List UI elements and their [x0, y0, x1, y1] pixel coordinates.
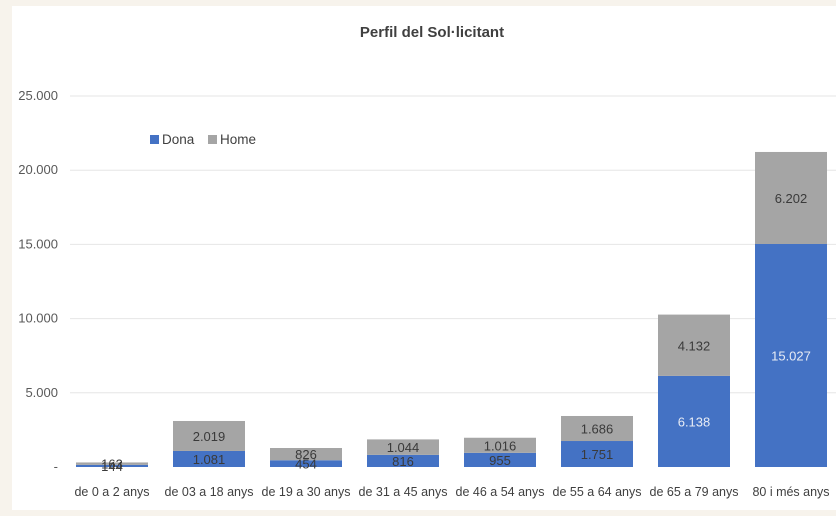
data-label: 6.202 — [775, 191, 808, 206]
y-tick-label: 5.000 — [25, 385, 58, 400]
legend-label: Home — [220, 132, 256, 147]
y-tick-label: 10.000 — [18, 311, 58, 326]
x-tick-label: de 46 a 54 anys — [456, 485, 545, 499]
bar-home — [755, 151, 827, 244]
chart-container: Perfil del Sol·licitant - 5.000 10.000 15.0… — [12, 6, 836, 510]
bar-dona — [367, 454, 439, 467]
y-tick-label: 20.000 — [18, 162, 58, 177]
x-tick-label: de 55 a 64 anys — [553, 485, 642, 499]
bar-home — [367, 439, 439, 455]
data-label: 1.016 — [484, 438, 517, 453]
y-tick-label: - — [54, 459, 58, 474]
bar-home — [658, 314, 730, 376]
data-label: 2.019 — [193, 429, 226, 444]
legend-label: Dona — [162, 132, 195, 147]
x-tick-label: de 19 a 30 anys — [262, 485, 351, 499]
y-tick-label: 15.000 — [18, 236, 58, 251]
x-tick-label: de 65 a 79 anys — [650, 485, 739, 499]
data-label: 1.044 — [387, 440, 420, 455]
data-label: 1.686 — [581, 422, 614, 437]
x-tick-label: de 0 a 2 anys — [74, 485, 149, 499]
bar-home — [76, 462, 148, 465]
bar-home — [561, 415, 633, 442]
x-tick-label: 80 i més anys — [752, 485, 829, 499]
bar-home — [270, 448, 342, 461]
bar-dona — [464, 452, 536, 467]
data-label: 6.138 — [678, 414, 711, 429]
data-label: 816 — [392, 454, 414, 469]
bar-dona — [755, 243, 827, 467]
x-tick-label: de 31 a 45 anys — [359, 485, 448, 499]
y-tick-label: 25.000 — [18, 88, 58, 103]
chart-title: Perfil del Sol·licitant — [360, 24, 504, 41]
stacked-bar-chart: Perfil del Sol·licitant - 5.000 10.000 15.0… — [18, 24, 836, 499]
bar-home — [464, 437, 536, 453]
data-label: 15.027 — [771, 348, 811, 363]
legend-swatch — [208, 135, 217, 144]
x-tick-label: de 03 a 18 anys — [165, 485, 254, 499]
data-label: 1.751 — [581, 447, 614, 462]
bar-dona — [76, 464, 148, 467]
bar-dona — [561, 441, 633, 467]
bar-dona — [270, 460, 342, 467]
bar-home — [173, 420, 245, 451]
data-label: 454 — [295, 457, 317, 472]
data-label: 955 — [489, 453, 511, 468]
bar-dona — [173, 450, 245, 467]
data-label: 144 — [101, 459, 123, 474]
data-label: 826 — [295, 447, 317, 462]
bar-dona — [658, 375, 730, 467]
data-label: 4.132 — [678, 338, 711, 353]
legend: Dona Home — [150, 132, 256, 147]
data-label: 1.081 — [193, 452, 226, 467]
data-label: 163 — [101, 457, 123, 472]
legend-swatch — [150, 135, 159, 144]
